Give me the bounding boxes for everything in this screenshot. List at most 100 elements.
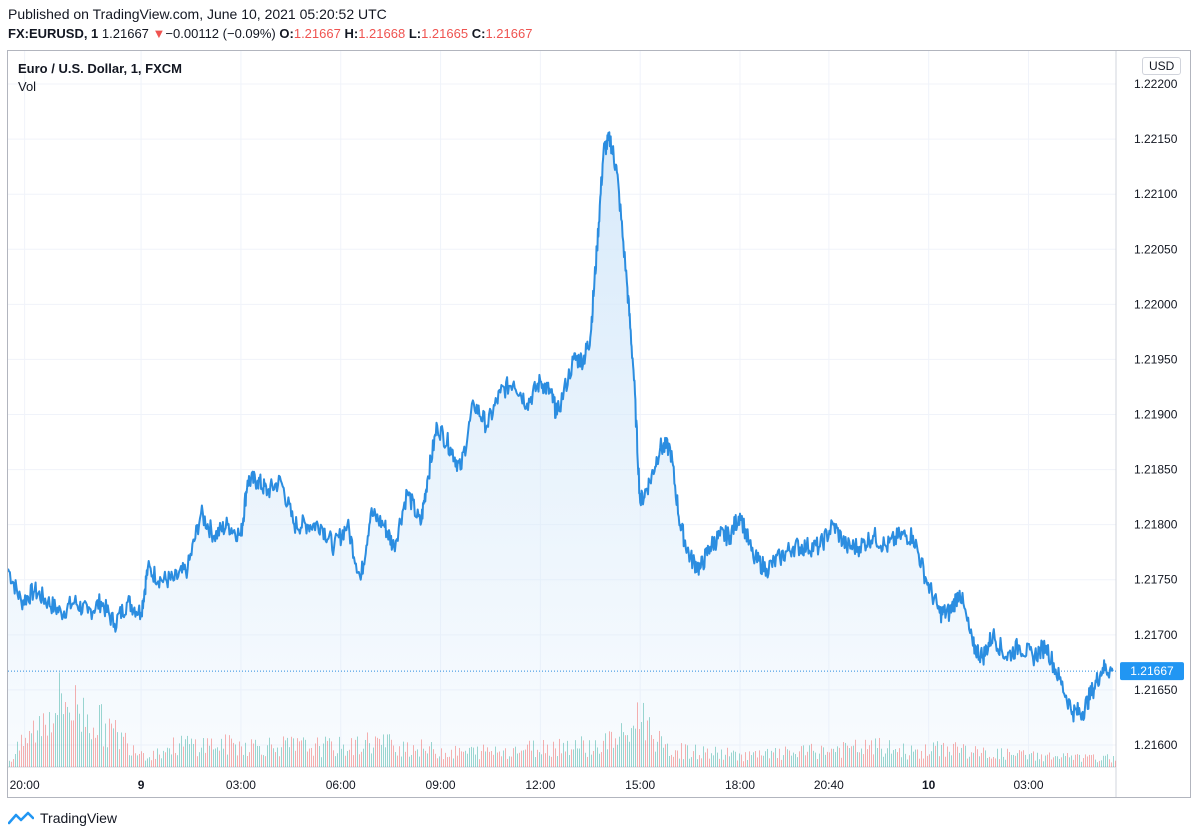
volume-bar: [147, 758, 148, 767]
volume-bar: [747, 760, 748, 767]
volume-bar: [701, 758, 702, 767]
volume-bar: [525, 749, 526, 767]
volume-bar: [655, 751, 656, 767]
volume-bar: [1021, 751, 1022, 767]
volume-bar: [1053, 757, 1054, 767]
volume-bar: [1091, 755, 1092, 767]
volume-bar: [207, 738, 208, 767]
volume-bar: [519, 752, 520, 767]
volume-bar: [435, 753, 436, 767]
volume-bar: [699, 755, 700, 767]
volume-bar: [949, 751, 950, 767]
volume-bar: [707, 748, 708, 767]
volume-bar: [981, 752, 982, 767]
volume-bar: [817, 758, 818, 767]
volume-bar: [831, 748, 832, 767]
volume-bar: [25, 737, 26, 767]
volume-bar: [821, 745, 822, 767]
y-tick-label: 1.21900: [1134, 408, 1178, 422]
volume-bar: [951, 755, 952, 767]
volume-bar: [159, 754, 160, 767]
volume-bar: [139, 753, 140, 767]
volume-bar: [353, 755, 354, 767]
volume-bar: [271, 744, 272, 767]
volume-bar: [1085, 754, 1086, 767]
volume-bar: [835, 752, 836, 767]
volume-bar: [65, 702, 66, 767]
volume-bar: [631, 728, 632, 767]
price-chart[interactable]: 1.21600 1.21650 1.21700 1.21750 1.21800 1.218…: [8, 51, 1190, 797]
volume-bar: [443, 759, 444, 767]
volume-bar: [27, 743, 28, 767]
volume-bar: [1103, 755, 1104, 767]
volume-bar: [881, 748, 882, 767]
volume-bar: [301, 740, 302, 767]
volume-bar: [741, 754, 742, 767]
volume-bar: [219, 750, 220, 767]
volume-bar: [243, 754, 244, 767]
volume-bar: [507, 758, 508, 767]
volume-bar: [829, 752, 830, 767]
volume-bar: [795, 754, 796, 767]
x-tick-label: 09:00: [426, 778, 456, 792]
volume-bar: [497, 752, 498, 767]
volume-bar: [441, 748, 442, 767]
volume-bar: [1097, 762, 1098, 767]
chart-frame[interactable]: 1.21600 1.21650 1.21700 1.21750 1.21800 1.218…: [7, 50, 1191, 798]
volume-bar: [379, 738, 380, 767]
volume-bar: [851, 746, 852, 767]
volume-bar: [947, 746, 948, 767]
x-tick-label: 10: [922, 778, 936, 792]
volume-bar: [689, 758, 690, 767]
volume-bar: [927, 755, 928, 767]
volume-bar: [919, 758, 920, 767]
volume-bar: [1019, 750, 1020, 767]
volume-bar: [615, 738, 616, 767]
currency-button[interactable]: USD: [1142, 57, 1182, 75]
volume-bar: [1047, 754, 1048, 767]
volume-bar: [371, 753, 372, 767]
tradingview-logo-icon: [8, 811, 34, 825]
volume-bar: [731, 752, 732, 767]
volume-bar: [681, 743, 682, 767]
volume-bar: [549, 755, 550, 767]
volume-bar: [273, 748, 274, 767]
volume-bar: [785, 746, 786, 767]
volume-bar: [23, 746, 24, 767]
volume-bar: [493, 754, 494, 767]
close-value: 1.21667: [485, 26, 533, 41]
volume-bar: [423, 748, 424, 767]
volume-bar: [77, 704, 78, 767]
x-tick-label: 20:00: [10, 778, 40, 792]
volume-bar: [309, 748, 310, 767]
tradingview-brand[interactable]: TradingView: [8, 810, 117, 826]
volume-bar: [811, 743, 812, 767]
symbol-label[interactable]: FX:EURUSD, 1: [8, 26, 99, 41]
volume-bar: [289, 747, 290, 767]
volume-bar: [975, 746, 976, 767]
y-tick-label: 1.21800: [1134, 518, 1178, 532]
x-tick-label: 03:00: [226, 778, 256, 792]
volume-bar: [977, 749, 978, 767]
volume-bar: [499, 751, 500, 767]
volume-bar: [35, 742, 36, 767]
volume-bar: [385, 747, 386, 767]
volume-bar: [837, 746, 838, 767]
last-price-badge: [1120, 662, 1184, 681]
volume-bar: [409, 756, 410, 767]
volume-bar: [759, 750, 760, 767]
volume-bar: [1017, 753, 1018, 767]
volume-bar: [437, 758, 438, 767]
y-tick-label: 1.21850: [1134, 463, 1178, 477]
volume-bar: [323, 743, 324, 767]
volume-bar: [1081, 761, 1082, 767]
volume-bar: [687, 745, 688, 767]
y-tick-label: 1.21750: [1134, 573, 1178, 587]
volume-bar: [653, 738, 654, 767]
volume-bar: [81, 731, 82, 767]
volume-bar: [873, 754, 874, 767]
volume-bar: [457, 755, 458, 767]
volume-bar: [853, 745, 854, 767]
volume-bar: [685, 744, 686, 767]
volume-bar: [397, 755, 398, 767]
